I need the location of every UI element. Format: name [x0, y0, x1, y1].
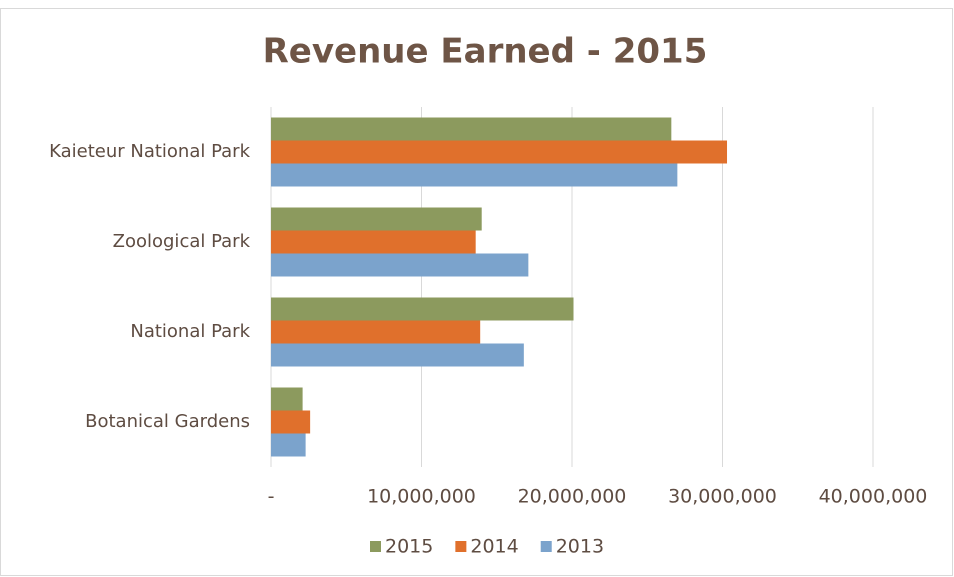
- y-tick-label: Kaieteur National Park: [49, 141, 250, 162]
- x-tick-label: 30,000,000: [668, 486, 777, 508]
- x-tick-label: -: [268, 486, 275, 508]
- legend-swatch: [370, 541, 381, 552]
- bar: [271, 297, 574, 321]
- x-tick-label: 40,000,000: [819, 486, 928, 508]
- bar: [271, 230, 476, 254]
- bar: [271, 253, 529, 277]
- x-tick-label: 10,000,000: [367, 486, 476, 508]
- chart-title: Revenue Earned - 2015: [263, 32, 708, 72]
- bar: [271, 163, 678, 187]
- bar: [271, 320, 481, 344]
- y-tick-label: Zoological Park: [113, 231, 251, 252]
- x-tick-label: 20,000,000: [518, 486, 627, 508]
- chart-frame: [0, 8, 953, 576]
- bar: [271, 433, 306, 457]
- bar: [271, 410, 311, 434]
- bar: [271, 387, 303, 411]
- bar: [271, 140, 728, 164]
- y-tick-label: National Park: [130, 321, 250, 342]
- legend-label: 2013: [556, 536, 604, 558]
- bar: [271, 343, 524, 367]
- legend-swatch: [455, 541, 467, 552]
- bar: [271, 207, 482, 231]
- legend-label: 2014: [470, 536, 518, 558]
- bar: [271, 117, 672, 141]
- y-tick-label: Botanical Gardens: [85, 411, 250, 432]
- legend-swatch: [540, 541, 552, 552]
- legend-label: 2015: [385, 536, 433, 558]
